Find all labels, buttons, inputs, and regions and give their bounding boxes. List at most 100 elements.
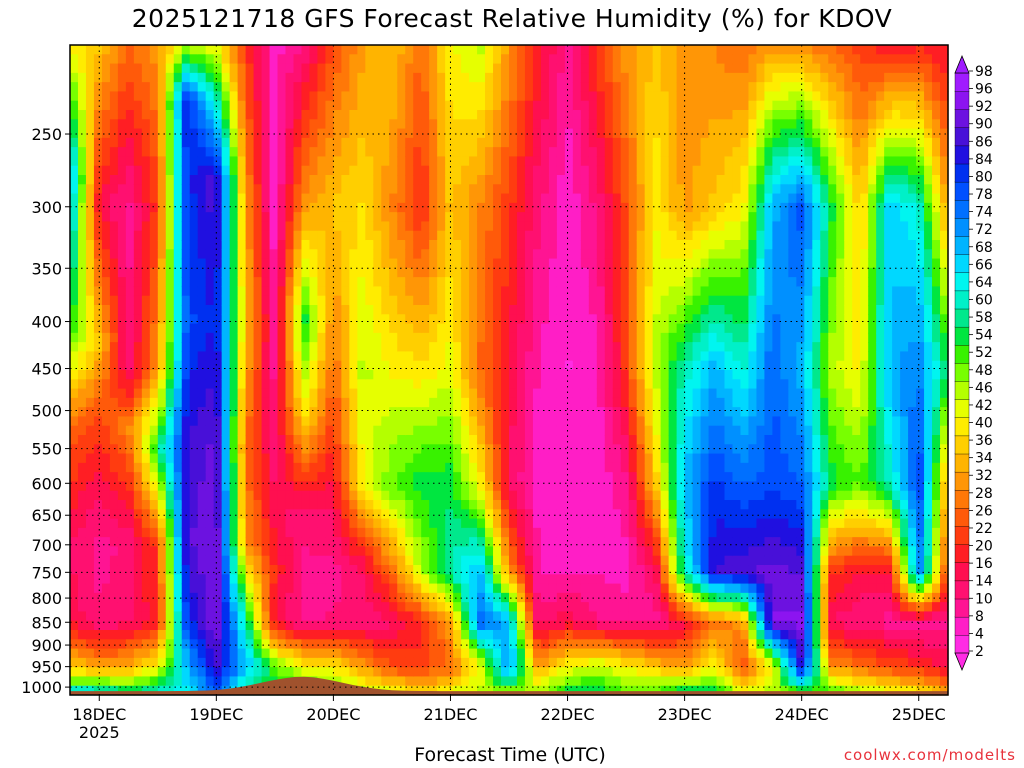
heatmap-cell [548, 379, 558, 390]
heatmap-cell [349, 305, 358, 315]
heatmap-cell [373, 667, 382, 678]
heatmap-cell [524, 435, 534, 445]
heatmap-cell [149, 212, 159, 223]
heatmap-cell [389, 323, 398, 334]
heatmap-cell [397, 676, 406, 687]
heatmap-cell [477, 323, 486, 334]
heatmap-cell [405, 453, 414, 464]
heatmap-cell [341, 175, 350, 185]
heatmap-cell [389, 156, 398, 167]
heatmap-cell [612, 397, 622, 408]
heatmap-cell [341, 509, 350, 520]
heatmap-cell [189, 249, 199, 260]
heatmap-cell [421, 240, 430, 250]
heatmap-cell [389, 388, 398, 399]
heatmap-cell [485, 537, 494, 548]
heatmap-cell [485, 342, 494, 353]
heatmap-cell [357, 240, 366, 250]
heatmap-cell [157, 527, 167, 538]
heatmap-cell [405, 630, 414, 640]
heatmap-cell [501, 54, 510, 65]
heatmap-cell [405, 100, 414, 111]
heatmap-cell [85, 221, 95, 232]
heatmap-cell [596, 249, 606, 260]
heatmap-cell [389, 416, 398, 427]
heatmap-cell [309, 332, 319, 343]
heatmap-cell [245, 481, 255, 492]
heatmap-cell [405, 54, 414, 65]
heatmap-cell [85, 555, 95, 566]
heatmap-cell [596, 100, 606, 111]
heatmap-cell [285, 323, 295, 334]
heatmap-cell [213, 332, 223, 343]
heatmap-cell [293, 555, 303, 566]
heatmap-cell [85, 667, 95, 678]
heatmap-cell [205, 611, 215, 622]
heatmap-cell [580, 555, 590, 566]
heatmap-cell [317, 295, 327, 306]
heatmap-cell [389, 397, 398, 408]
heatmap-cell [453, 249, 462, 260]
heatmap-cell [197, 267, 207, 278]
heatmap-cell [588, 407, 598, 418]
heatmap-cell [301, 100, 311, 111]
heatmap-cell [277, 397, 287, 408]
heatmap-cell [173, 277, 183, 288]
heatmap-cell [317, 128, 327, 139]
heatmap-cell [477, 676, 486, 687]
heatmap-cell [596, 332, 606, 343]
heatmap-cell [77, 221, 87, 232]
heatmap-cell [612, 63, 622, 74]
heatmap-cell [357, 388, 366, 399]
heatmap-cell [588, 527, 598, 538]
heatmap-cell [101, 295, 111, 306]
heatmap-cell [501, 360, 510, 371]
heatmap-cell [405, 63, 414, 74]
heatmap-cell [509, 583, 518, 594]
heatmap-cell [397, 602, 406, 613]
heatmap-cell [501, 555, 510, 566]
heatmap-cell [269, 351, 279, 362]
heatmap-cell [149, 611, 159, 622]
heatmap-cell [77, 453, 87, 464]
heatmap-cell [413, 202, 422, 213]
heatmap-cell [261, 351, 271, 362]
heatmap-cell [141, 565, 151, 575]
heatmap-cell [357, 286, 366, 297]
heatmap-cell [445, 379, 454, 390]
heatmap-cell [620, 462, 630, 473]
heatmap-cell [612, 258, 622, 269]
heatmap-cell [293, 100, 303, 111]
heatmap-cell [93, 258, 103, 269]
heatmap-cell [373, 184, 382, 195]
heatmap-cell [516, 72, 526, 83]
heatmap-cell [197, 249, 207, 260]
heatmap-cell [245, 128, 255, 139]
heatmap-cell [564, 147, 574, 158]
heatmap-cell [532, 407, 542, 418]
heatmap-cell [564, 574, 574, 585]
heatmap-cell [229, 574, 239, 585]
heatmap-cell [173, 110, 183, 120]
heatmap-cell [165, 267, 175, 278]
heatmap-cell [556, 295, 566, 306]
heatmap-cell [277, 472, 287, 483]
heatmap-cell [261, 490, 271, 501]
heatmap-cell [149, 175, 159, 185]
heatmap-cell [101, 72, 111, 83]
heatmap-cell [532, 527, 542, 538]
heatmap-cell [141, 240, 151, 250]
heatmap-cell [453, 193, 462, 204]
heatmap-cell [181, 472, 191, 483]
heatmap-cell [149, 351, 159, 362]
heatmap-cell [285, 267, 295, 278]
heatmap-cell [405, 583, 414, 594]
heatmap-cell [445, 462, 454, 473]
heatmap-cell [516, 193, 526, 204]
heatmap-cell [197, 388, 207, 399]
heatmap-cell [453, 342, 462, 353]
heatmap-cell [245, 444, 255, 455]
heatmap-cell [357, 212, 366, 223]
heatmap-cell [357, 490, 366, 501]
heatmap-cell [85, 537, 95, 548]
